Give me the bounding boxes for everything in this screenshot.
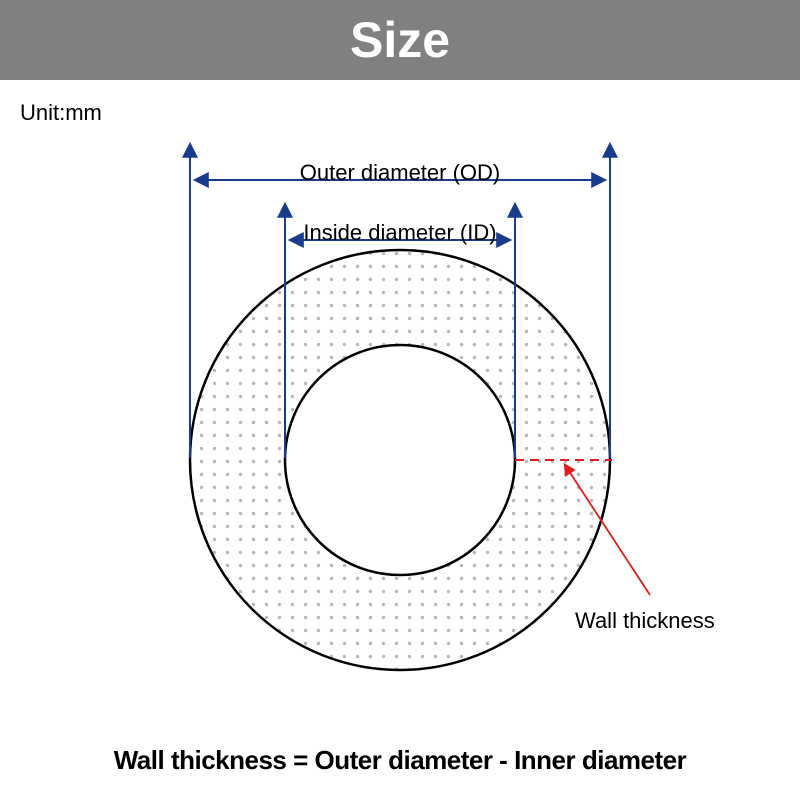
formula-text: Wall thickness = Outer diameter - Inner …: [0, 745, 800, 776]
ring-diagram: [0, 0, 800, 800]
wall-thickness-label: Wall thickness: [575, 608, 715, 634]
outer-diameter-label: Outer diameter (OD): [300, 160, 501, 186]
inside-diameter-label: Inside diameter (ID): [303, 220, 496, 246]
